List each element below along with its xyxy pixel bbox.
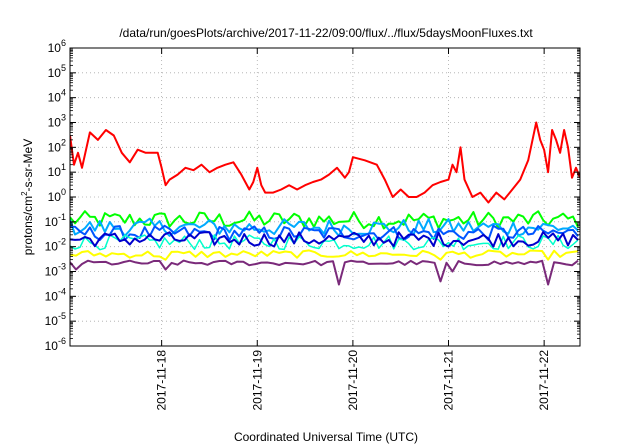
y-axis-ticks: 10-610-510-410-310-210-11001011021031041…	[45, 38, 580, 353]
x-tick-label: 2017-11-18	[155, 350, 169, 411]
y-tick-base: 10	[45, 339, 59, 353]
y-tick-exponent: 1	[61, 162, 66, 172]
x-axis-label: Coordinated Universal Time (UTC)	[234, 430, 418, 444]
y-tick-label: 100	[48, 187, 66, 204]
x-tick-label: 2017-11-19	[250, 350, 264, 411]
y-tick-label: 101	[48, 162, 66, 179]
y-tick-label: 105	[48, 63, 66, 80]
y-tick-base: 10	[45, 265, 59, 279]
x-tick-label: 2017-11-20	[346, 350, 360, 411]
y-tick-exponent: 0	[61, 187, 66, 197]
y-tick-label: 10-6	[45, 336, 66, 353]
y-tick-base: 10	[48, 66, 62, 80]
y-tick-exponent: -3	[58, 262, 66, 272]
series-line-7	[70, 259, 579, 286]
grid-lines	[70, 48, 580, 346]
y-tick-base: 10	[48, 140, 62, 154]
y-tick-base: 10	[48, 41, 62, 55]
y-axis-label-rest: -s-sr-MeV	[21, 139, 35, 192]
y-tick-base: 10	[45, 215, 59, 229]
series-line-1	[70, 210, 579, 230]
series-layer	[70, 121, 580, 286]
y-tick-exponent: 6	[61, 38, 66, 48]
y-tick-label: 103	[48, 113, 66, 130]
y-tick-base: 10	[48, 116, 62, 130]
y-tick-exponent: -5	[58, 311, 66, 321]
series-line-0	[70, 121, 580, 204]
series-line-6	[70, 249, 579, 261]
y-tick-label: 106	[48, 38, 66, 55]
y-tick-exponent: -1	[58, 212, 66, 222]
y-tick-exponent: 5	[61, 63, 66, 73]
y-tick-base: 10	[48, 165, 62, 179]
y-tick-exponent: 4	[61, 88, 66, 98]
y-axis-label-superscript: 2	[20, 191, 29, 196]
x-tick-label: 2017-11-21	[442, 350, 456, 411]
y-tick-label: 10-2	[45, 237, 66, 254]
y-axis-label-main: protons/cm	[21, 196, 35, 255]
y-axis-label: protons/cm2-s-sr-MeV	[20, 139, 35, 255]
y-tick-label: 10-5	[45, 311, 66, 328]
y-tick-base: 10	[48, 190, 62, 204]
y-tick-base: 10	[45, 240, 59, 254]
y-tick-base: 10	[48, 91, 62, 105]
y-tick-base: 10	[45, 289, 59, 303]
x-tick-label: 2017-11-22	[537, 350, 551, 411]
series-line-5	[70, 231, 579, 248]
y-tick-exponent: -4	[58, 286, 66, 296]
y-tick-exponent: 3	[61, 113, 66, 123]
y-tick-exponent: -6	[58, 336, 66, 346]
y-tick-base: 10	[45, 314, 59, 328]
series-line-3	[70, 224, 579, 242]
y-tick-label: 10-4	[45, 286, 66, 303]
y-tick-exponent: -2	[58, 237, 66, 247]
x-axis-ticks: 2017-11-18 2017-11-19 2017-11-20 2017-11-21…	[155, 48, 551, 411]
y-tick-label: 102	[48, 137, 66, 154]
y-tick-exponent: 2	[61, 137, 66, 147]
y-tick-label: 10-3	[45, 262, 66, 279]
y-tick-label: 10-1	[45, 212, 66, 229]
chart-title: /data/run/goesPlots/archive/2017-11-22/0…	[119, 26, 533, 40]
y-tick-label: 104	[48, 88, 66, 105]
